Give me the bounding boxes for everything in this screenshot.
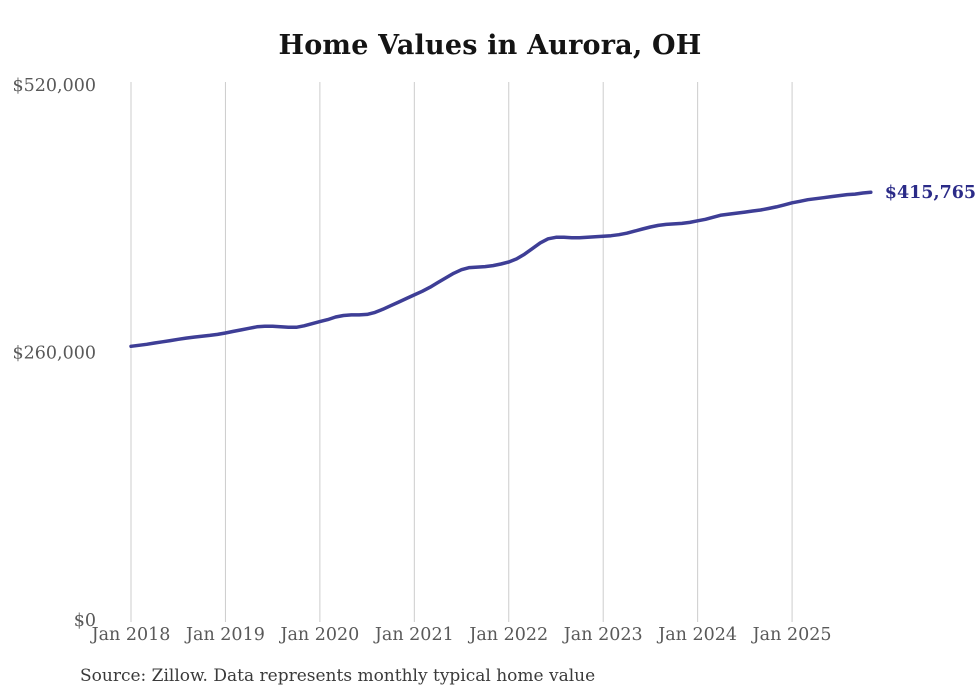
x-axis-labels-group: Jan 2018 Jan 2019 Jan 2020 Jan 2021 Jan 2022… <box>90 625 832 645</box>
y-tick-label: $0 <box>74 611 96 631</box>
final-value-label: $415,765 <box>885 183 976 203</box>
source-note: Source: Zillow. Data represents monthly … <box>80 666 596 686</box>
gridlines-group <box>130 82 793 622</box>
x-tick-label: Jan 2018 <box>90 625 171 645</box>
x-tick-label: Jan 2025 <box>751 625 832 645</box>
chart-title: Home Values in Aurora, OH <box>278 30 702 61</box>
x-tick-label: Jan 2020 <box>278 625 359 645</box>
x-tick-label: Jan 2023 <box>562 625 643 645</box>
x-tick-label: Jan 2021 <box>373 625 454 645</box>
x-tick-label: Jan 2022 <box>467 625 548 645</box>
y-axis-labels-group: $520,000 $260,000 $0 <box>12 76 96 631</box>
x-tick-label: Jan 2019 <box>184 625 265 645</box>
y-tick-label: $260,000 <box>12 344 96 364</box>
y-tick-label: $520,000 <box>12 76 96 96</box>
home-value-line <box>129 190 873 349</box>
x-tick-label: Jan 2024 <box>656 625 737 645</box>
